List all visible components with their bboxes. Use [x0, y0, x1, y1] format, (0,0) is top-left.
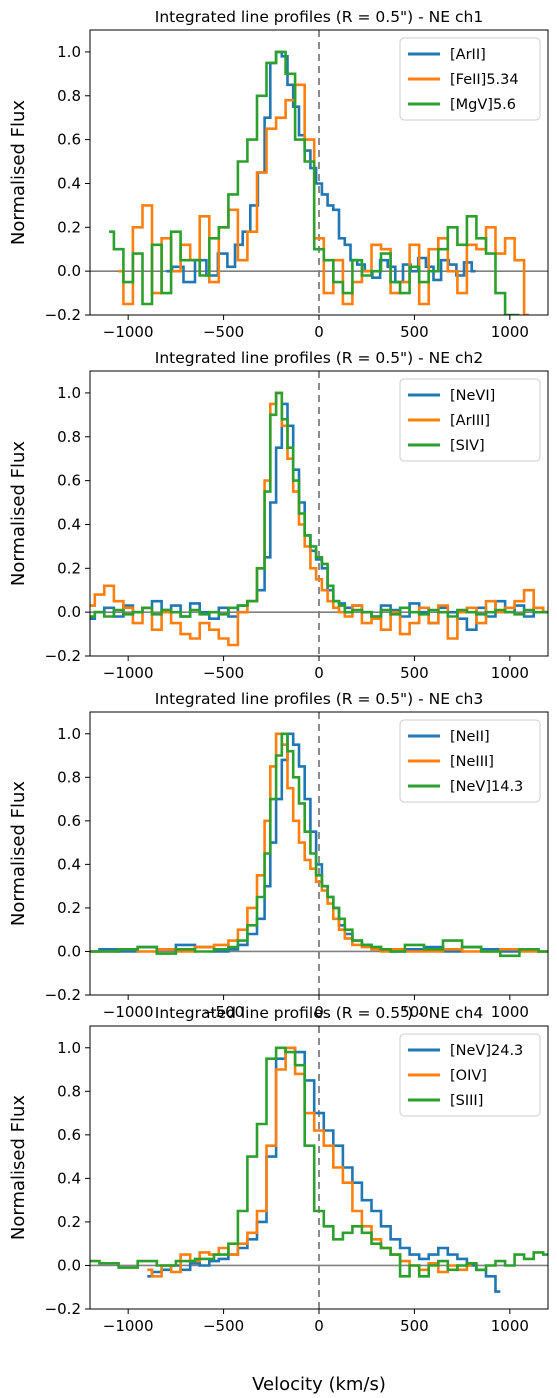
series-line-[MgV]5.6: [109, 50, 520, 315]
y-tick-label: 0.2: [57, 559, 81, 577]
y-tick-label: 0.0: [57, 1256, 81, 1274]
y-axis-label: Normalised Flux: [8, 100, 29, 245]
x-tick-label: 1000: [491, 664, 529, 682]
chart-panel-3: Integrated line profiles (R = 0.5") - NE…: [8, 690, 549, 1021]
y-tick-label: 0.0: [57, 942, 81, 960]
legend-label: [NeV]14.3: [450, 779, 523, 795]
series-line-[NeV]24.3: [147, 1046, 501, 1293]
x-axis-label: Velocity (km/s): [252, 1374, 386, 1395]
series-line-[NeIII]: [90, 732, 548, 953]
x-tick-label: −1000: [103, 1003, 154, 1021]
legend: [NeII] [NeIII] [NeV]14.3: [399, 719, 541, 803]
series-line-[SIV]: [90, 391, 548, 618]
series-line-[NeVI]: [90, 402, 548, 631]
series-group: [90, 391, 548, 647]
x-tick-label: 1000: [491, 323, 529, 341]
legend-label: [ArIII]: [450, 413, 490, 429]
legend-box: [399, 1033, 541, 1117]
x-tick-label: −1000: [103, 664, 154, 682]
y-tick-label: 1.0: [57, 43, 81, 61]
y-tick-label: 0.0: [57, 603, 81, 621]
legend: [NeVI] [ArIII] [SIV]: [399, 378, 541, 462]
y-axis-label: Normalised Flux: [8, 441, 29, 586]
y-tick-label: 0.6: [57, 131, 81, 149]
y-tick-label: 1.0: [57, 725, 81, 743]
x-tick-label: 1000: [491, 1317, 529, 1335]
y-tick-label: 0.2: [57, 899, 81, 917]
legend-label: [OIV]: [450, 1068, 487, 1084]
x-tick-label: 1000: [491, 1003, 529, 1021]
series-line-[NeV]14.3: [90, 732, 548, 958]
x-tick-label: 0: [314, 323, 324, 341]
y-tick-label: 0.4: [57, 174, 81, 192]
series-line-[SIII]: [90, 1046, 548, 1278]
y-tick-label: −0.2: [45, 986, 81, 1004]
y-tick-label: 0.8: [57, 1082, 81, 1100]
series-group: [109, 50, 529, 315]
series-line-[ArIII]: [90, 391, 548, 647]
y-tick-label: 0.0: [57, 262, 81, 280]
chart-title: Integrated line profiles (R = 0.5") - NE…: [155, 8, 483, 26]
y-tick-label: 0.6: [57, 812, 81, 830]
x-tick-label: 500: [400, 1317, 429, 1335]
legend-label: [NeVI]: [450, 388, 495, 404]
y-tick-label: 0.8: [57, 87, 81, 105]
x-tick-label: 0: [314, 1003, 324, 1021]
legend: [NeV]24.3 [OIV] [SIII]: [399, 1033, 541, 1117]
y-tick-label: −0.2: [45, 306, 81, 324]
x-tick-label: 500: [400, 664, 429, 682]
legend-label: [NeII]: [450, 729, 490, 745]
legend-box: [399, 378, 541, 462]
legend-label: [FeII]5.34: [450, 72, 519, 88]
y-axis-label: Normalised Flux: [8, 781, 29, 926]
x-tick-label: 0: [314, 664, 324, 682]
legend-label: [SIII]: [450, 1093, 483, 1109]
y-tick-label: 0.4: [57, 855, 81, 873]
series-group: [90, 1046, 548, 1293]
y-tick-label: 0.4: [57, 1169, 81, 1187]
y-tick-label: 0.8: [57, 428, 81, 446]
x-tick-label: −500: [203, 664, 244, 682]
x-tick-label: −500: [203, 1317, 244, 1335]
legend-label: [MgV]5.6: [450, 97, 516, 113]
chart-title: Integrated line profiles (R = 0.5") - NE…: [155, 690, 483, 708]
chart-panel-4: Integrated line profiles (R = 0.5") - NE…: [8, 1004, 549, 1395]
legend-label: [NeV]24.3: [450, 1043, 523, 1059]
y-tick-label: 0.4: [57, 515, 81, 533]
y-tick-label: 0.6: [57, 472, 81, 490]
x-tick-label: −500: [203, 323, 244, 341]
x-tick-label: 0: [314, 1317, 324, 1335]
legend-label: [NeIII]: [450, 754, 494, 770]
y-tick-label: 0.2: [57, 1213, 81, 1231]
chart-title: Integrated line profiles (R = 0.5") - NE…: [155, 349, 483, 367]
x-tick-label: −1000: [103, 323, 154, 341]
x-tick-label: 500: [400, 1003, 429, 1021]
chart-panel-1: Integrated line profiles (R = 0.5") - NE…: [8, 8, 549, 341]
y-tick-label: −0.2: [45, 1300, 81, 1318]
chart-panel-2: Integrated line profiles (R = 0.5") - NE…: [8, 349, 549, 682]
y-tick-label: 0.2: [57, 218, 81, 236]
legend-box: [399, 37, 541, 121]
y-tick-label: −0.2: [45, 647, 81, 665]
x-tick-label: 500: [400, 323, 429, 341]
chart-title: Integrated line profiles (R = 0.5") - NE…: [155, 1004, 483, 1022]
y-tick-label: 1.0: [57, 384, 81, 402]
x-tick-label: −500: [203, 1003, 244, 1021]
legend-box: [399, 719, 541, 803]
series-line-[FeII]5.34: [118, 83, 529, 315]
legend-label: [ArII]: [450, 47, 486, 63]
y-tick-label: 0.6: [57, 1126, 81, 1144]
y-tick-label: 0.8: [57, 768, 81, 786]
y-axis-label: Normalised Flux: [8, 1095, 29, 1240]
series-group: [90, 732, 548, 958]
x-tick-label: −1000: [103, 1317, 154, 1335]
legend-label: [SIV]: [450, 438, 485, 454]
legend: [ArII] [FeII]5.34 [MgV]5.6: [399, 37, 541, 121]
y-tick-label: 1.0: [57, 1039, 81, 1057]
